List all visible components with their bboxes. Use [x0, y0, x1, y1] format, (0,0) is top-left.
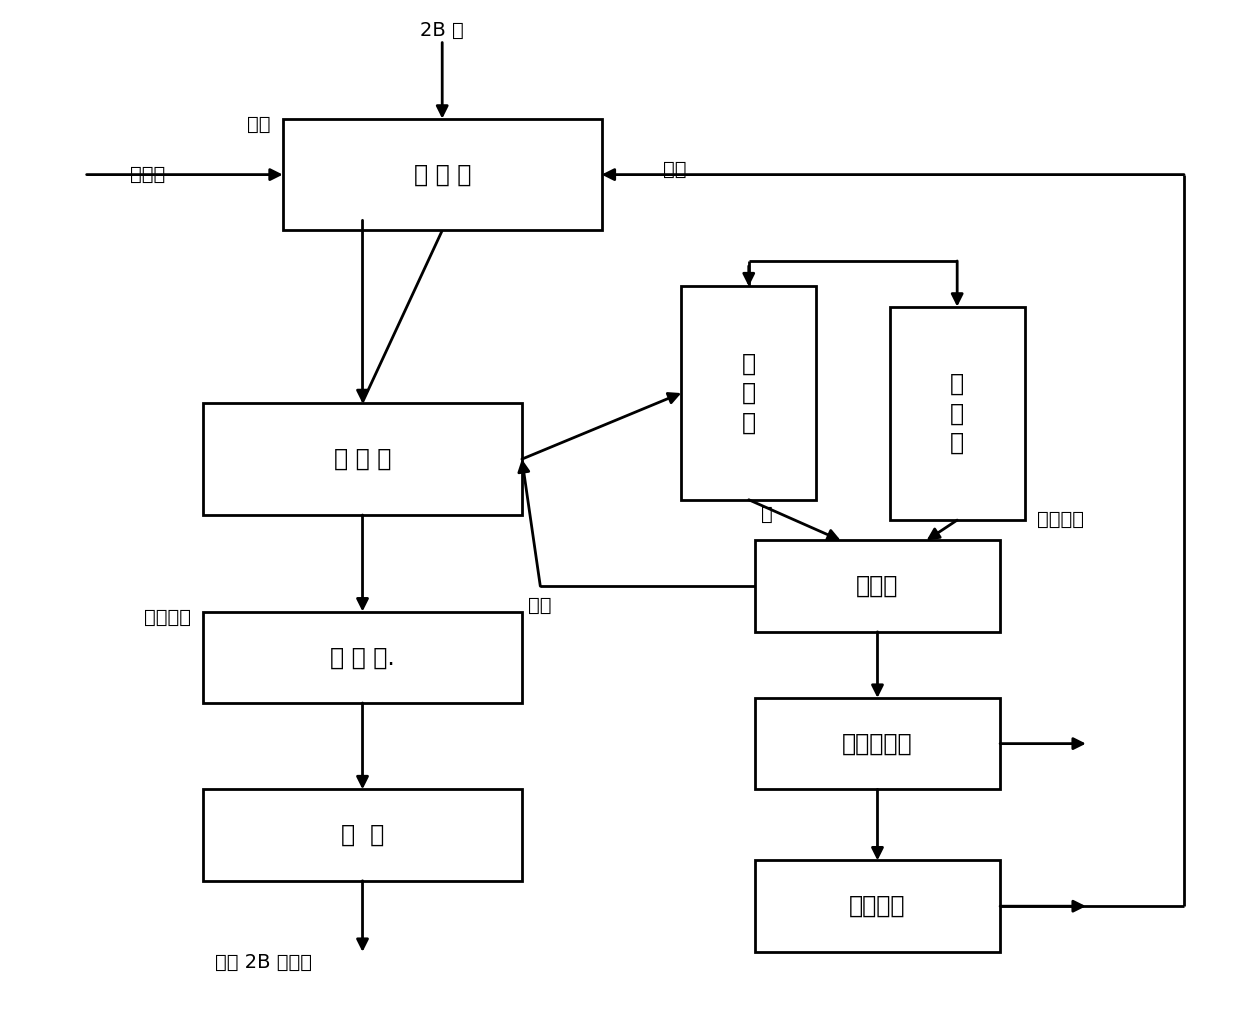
Text: 溶剂: 溶剂	[528, 596, 552, 615]
Text: 接收槽: 接收槽	[857, 574, 899, 598]
Bar	[203, 612, 522, 703]
Bar	[283, 118, 601, 231]
Text: 溶剂大槽: 溶剂大槽	[849, 894, 905, 918]
Text: 混 料 机.: 混 料 机.	[330, 645, 394, 670]
Text: 磺 化 釜: 磺 化 釜	[413, 163, 471, 186]
Text: 分
水
器: 分 水 器	[742, 351, 756, 435]
Bar	[755, 541, 1001, 631]
Text: 浓硫酸: 浓硫酸	[130, 165, 166, 184]
Text: 烘 焙 釜: 烘 焙 釜	[334, 447, 391, 471]
Bar	[755, 860, 1001, 952]
Text: 粗品 2B 酸成品: 粗品 2B 酸成品	[216, 953, 312, 971]
Text: 冷
凝
器: 冷 凝 器	[950, 372, 965, 455]
Text: 2B 油: 2B 油	[420, 21, 464, 39]
Text: 溶剂分离槽: 溶剂分离槽	[842, 731, 913, 756]
Text: 水: 水	[761, 505, 773, 524]
Text: 检验合格: 检验合格	[144, 608, 191, 627]
Text: 滴加: 滴加	[247, 115, 270, 134]
Text: 打  包: 打 包	[341, 823, 384, 847]
Bar	[755, 698, 1001, 789]
Bar	[203, 789, 522, 881]
Bar	[890, 307, 1024, 520]
Bar	[203, 403, 522, 515]
Text: 水、溶剂: 水、溶剂	[1037, 510, 1084, 529]
Text: 溶剂: 溶剂	[663, 160, 687, 179]
Bar	[681, 286, 816, 500]
